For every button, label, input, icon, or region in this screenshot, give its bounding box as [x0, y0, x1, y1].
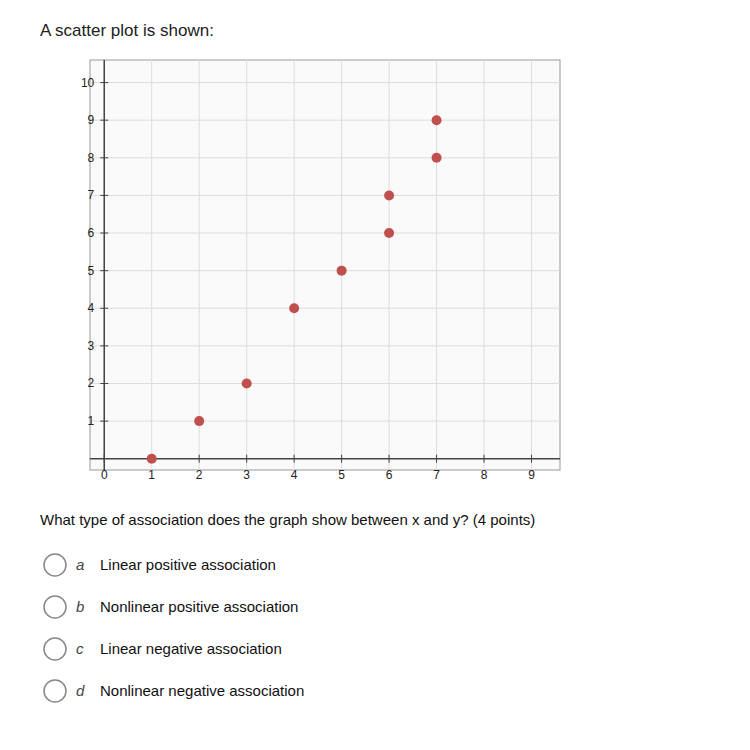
y-tick: [100, 345, 108, 346]
point: [432, 153, 442, 163]
x-tick-label: 6: [386, 468, 393, 482]
y-tick-label: 1: [88, 414, 95, 428]
y-tick: [100, 233, 108, 234]
chart: A scatter plot is shown: 0 1 2 3 4 5 6 7 8 9 1 2 3 4 5 6…: [0, 0, 750, 750]
grid-line: [90, 120, 560, 121]
y-tick-label: 9: [88, 113, 95, 127]
y-axis: [103, 60, 105, 470]
grid-line: [90, 308, 560, 309]
x-tick: [389, 455, 390, 463]
y-tick-label: 2: [88, 376, 95, 390]
grid: [90, 60, 560, 470]
y-tick: [100, 308, 108, 309]
point: [337, 266, 347, 276]
y-tick-label: 6: [88, 226, 95, 240]
y-tick: [100, 270, 108, 271]
y-tick-label: 8: [88, 151, 95, 165]
grid-line: [151, 60, 152, 470]
grid-line: [104, 60, 105, 470]
choice-text: Nonlinear negative association: [100, 682, 304, 699]
x-tick-label: 0: [101, 468, 108, 482]
grid-line: [90, 270, 560, 271]
x-tick: [436, 455, 437, 463]
point: [432, 115, 442, 125]
point: [194, 416, 204, 426]
choice-letter: c: [76, 640, 84, 657]
grid-line: [90, 383, 560, 384]
y-tick-label: 4: [88, 301, 95, 315]
y-tick-label: 3: [88, 339, 95, 353]
x-tick-label: 7: [433, 468, 440, 482]
grid-line: [341, 60, 342, 470]
y-tick: [100, 195, 108, 196]
y-tick-label: 10: [81, 76, 95, 90]
x-tick-label: 4: [291, 468, 298, 482]
x-tick: [199, 455, 200, 463]
y-tick-label: 7: [88, 188, 95, 202]
grid-line: [484, 60, 485, 470]
point: [384, 228, 394, 238]
y-tick-label: 5: [88, 264, 95, 278]
points: [147, 115, 442, 464]
choice-text: Nonlinear positive association: [100, 598, 298, 615]
x-axis: [90, 458, 560, 460]
choice-radio: [44, 554, 66, 576]
title: A scatter plot is shown:: [40, 21, 214, 40]
grid-line: [246, 60, 247, 470]
choice-letter: a: [76, 556, 84, 573]
x-tick: [531, 455, 532, 463]
grid-line: [90, 195, 560, 196]
x-tick: [484, 455, 485, 463]
plot-frame: [90, 60, 560, 470]
choice-radio: [44, 680, 66, 702]
x-tick: [246, 455, 247, 463]
grid-line: [294, 60, 295, 470]
grid-line: [531, 60, 532, 470]
point: [147, 454, 157, 464]
grid-line: [90, 421, 560, 422]
point: [384, 190, 394, 200]
grid-line: [90, 233, 560, 234]
choice-radio: [44, 638, 66, 660]
x-tick-label: 8: [481, 468, 488, 482]
choice-letter: d: [76, 682, 85, 699]
x-tick: [294, 455, 295, 463]
y-tick: [100, 82, 108, 83]
grid-line: [199, 60, 200, 470]
y-tick: [100, 383, 108, 384]
y-tick: [100, 421, 108, 422]
x-tick: [104, 455, 105, 463]
choice-text: Linear negative association: [100, 640, 282, 657]
point: [242, 378, 252, 388]
x-tick-label: 2: [196, 468, 203, 482]
point: [289, 303, 299, 313]
x-tick-label: 1: [148, 468, 155, 482]
question: What type of association does the graph …: [40, 511, 535, 528]
grid-line: [90, 82, 560, 83]
choice-letter: b: [76, 598, 84, 615]
choice-text: Linear positive association: [100, 556, 276, 573]
grid-line: [90, 345, 560, 346]
x-tick: [341, 455, 342, 463]
x-tick-label: 5: [338, 468, 345, 482]
choice-radio: [44, 596, 66, 618]
y-tick: [100, 120, 108, 121]
grid-line: [389, 60, 390, 470]
x-tick-label: 3: [243, 468, 250, 482]
y-tick: [100, 157, 108, 158]
x-tick-label: 9: [528, 468, 535, 482]
grid-line: [90, 157, 560, 158]
